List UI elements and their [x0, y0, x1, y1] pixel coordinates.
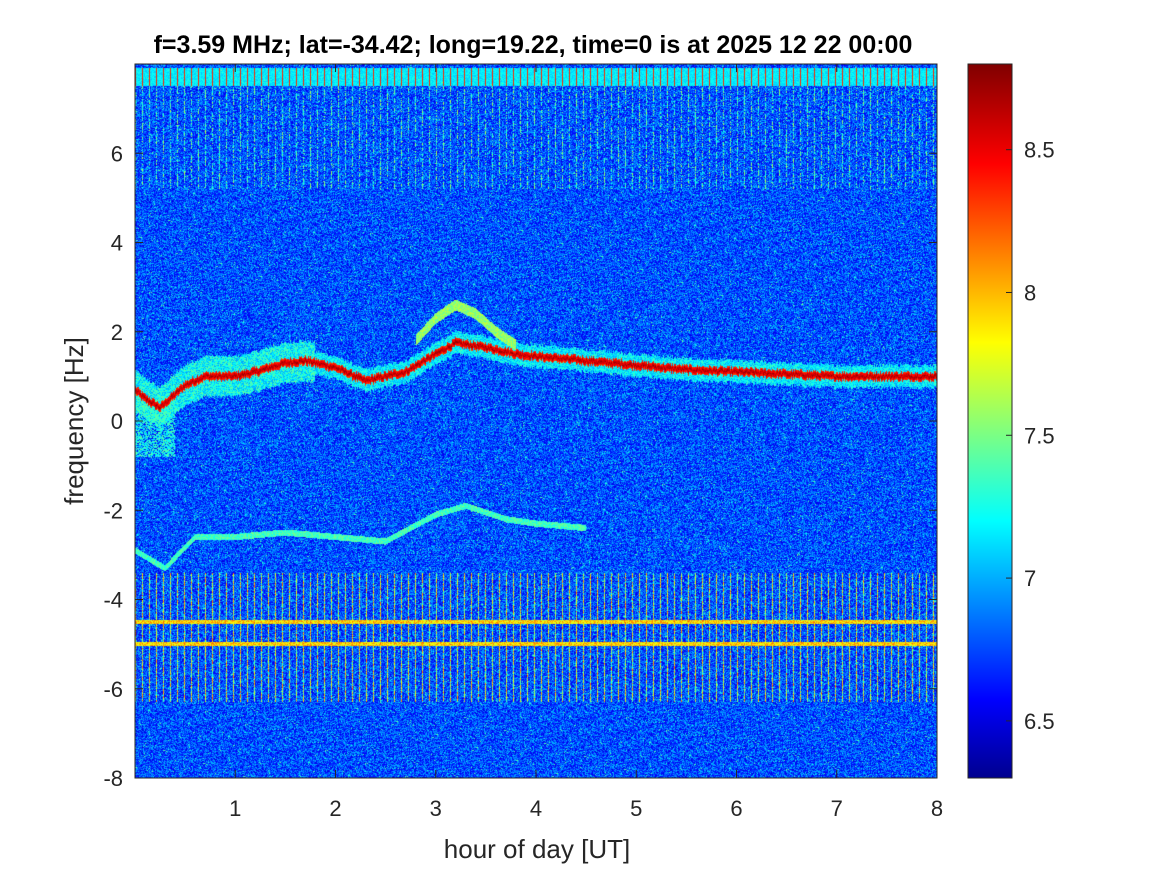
x-tick-label: 1	[229, 796, 241, 821]
colorbar: 6.5 7 7.5 8 8.5	[967, 63, 1055, 779]
colorbar-frame	[967, 63, 1013, 779]
y-tick-label: -8	[103, 766, 123, 791]
colorbar-gradient	[968, 64, 1012, 778]
y-tick-label: 0	[111, 409, 123, 434]
x-tick-label: 6	[730, 796, 742, 821]
y-axis-label: frequency [Hz]	[59, 337, 89, 505]
x-tick-label: 5	[630, 796, 642, 821]
colorbar-tick-label: 8.5	[1024, 138, 1055, 163]
chart-title: f=3.59 MHz; lat=-34.42; long=19.22, time…	[154, 31, 913, 59]
colorbar-tick-label: 7.5	[1024, 423, 1055, 448]
x-axis-label: hour of day [UT]	[444, 834, 630, 864]
x-tick-label: 7	[831, 796, 843, 821]
colorbar-tick-label: 8	[1024, 280, 1036, 305]
y-tick-label: 2	[111, 320, 123, 345]
y-tick-label: 4	[111, 231, 123, 256]
y-tick-label: -6	[103, 677, 123, 702]
colorbar-tick-label: 7	[1024, 566, 1036, 591]
colorbar-tick-label: 6.5	[1024, 709, 1055, 734]
y-tick-label: 6	[111, 141, 123, 166]
x-axis-ticks: 1 2 3 4 5 6 7 8	[229, 64, 943, 821]
x-tick-label: 3	[430, 796, 442, 821]
colorbar-ticks: 6.5 7 7.5 8 8.5	[1006, 138, 1055, 734]
x-tick-label: 2	[329, 796, 341, 821]
y-tick-label: -4	[103, 588, 123, 613]
y-axis-ticks: -8 -6 -4 -2 0 2 4 6	[103, 141, 937, 791]
x-tick-label: 4	[530, 796, 542, 821]
y-tick-label: -2	[103, 498, 123, 523]
spectrogram-heatmap	[135, 64, 937, 778]
x-tick-label: 8	[931, 796, 943, 821]
plot-area: 1 2 3 4 5 6 7 8 -8 -6 -4 -2 0 2 4 6	[103, 63, 943, 821]
